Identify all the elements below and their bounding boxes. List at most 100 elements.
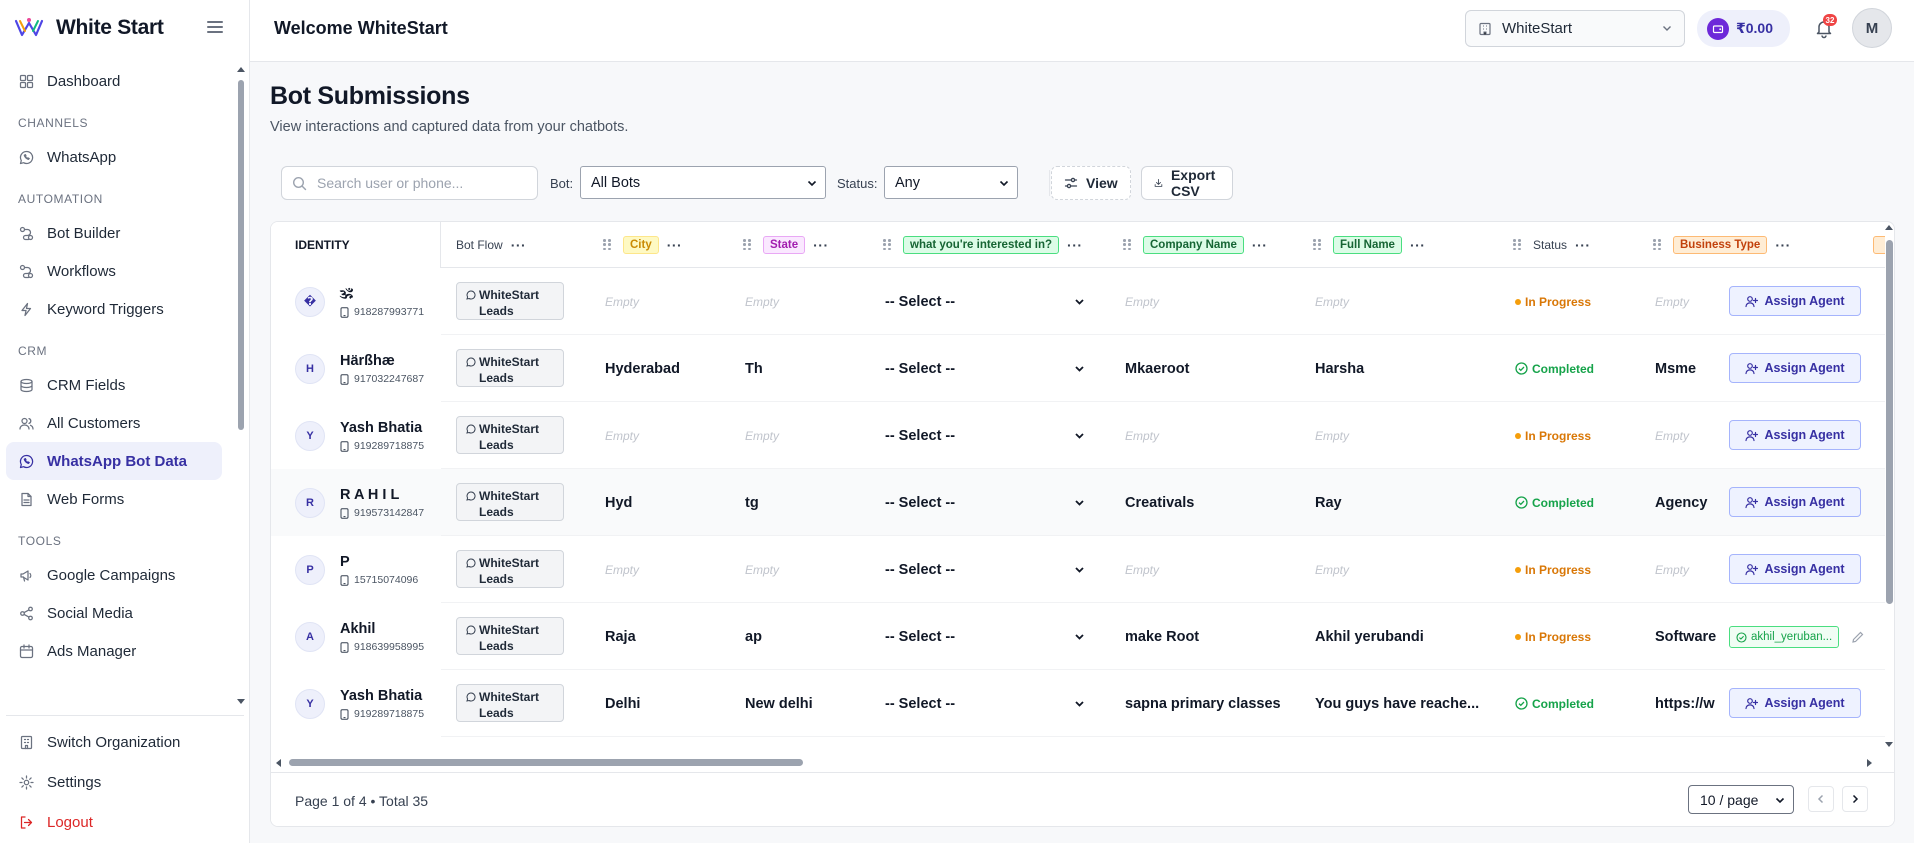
assigned-agent-chip[interactable]: akhil_yeruban... — [1729, 626, 1840, 648]
contact-phone: 917032247687 — [340, 373, 424, 385]
interest-select[interactable]: -- Select -- — [885, 268, 1085, 335]
assign-agent-button[interactable]: Assign Agent — [1729, 688, 1861, 718]
contact-phone: 918287993771 — [340, 306, 424, 318]
bot-flow-chip: WhiteStart Leads — [456, 282, 564, 320]
cell-business: Agency — [1655, 494, 1708, 511]
column-menu-icon[interactable]: ··· — [1575, 237, 1591, 253]
column-menu-icon[interactable]: ··· — [1409, 237, 1426, 253]
table-row[interactable]: A Akhil 918639958995 WhiteStart Leads Raja ap… — [271, 603, 1885, 670]
sidebar-item-switch-organization[interactable]: Switch Organization — [6, 722, 216, 762]
status-filter-select[interactable]: Any — [884, 166, 1018, 199]
column-menu-icon[interactable]: ··· — [510, 237, 527, 253]
sidebar-item-web-forms[interactable]: Web Forms — [6, 480, 222, 518]
column-header-city[interactable]: City ··· — [603, 222, 682, 268]
assign-agent-button[interactable]: Assign Agent — [1729, 353, 1861, 383]
next-page-button[interactable] — [1842, 786, 1868, 812]
empty-value: Empty — [605, 562, 640, 577]
database-icon — [20, 378, 33, 392]
column-header-overflow: . — [1873, 222, 1885, 268]
table-row[interactable]: P P 15715074096 WhiteStart Leads Empty Empty -… — [271, 536, 1885, 603]
submissions-table: IDENTITY Bot Flow ··· City ··· State ··· wh… — [270, 221, 1895, 827]
search-input[interactable] — [317, 175, 517, 191]
drag-handle-icon[interactable] — [1653, 239, 1661, 251]
cell-identity: R R A H I L 919573142847 — [271, 469, 441, 536]
sidebar-item-whatsapp[interactable]: WhatsApp — [6, 138, 222, 176]
sidebar-item-logout[interactable]: Logout — [6, 802, 216, 842]
page-size-select[interactable]: 10 / page — [1688, 785, 1794, 814]
interest-select[interactable]: -- Select -- — [885, 670, 1085, 737]
column-header-status[interactable]: Status ··· — [1513, 222, 1591, 268]
table-row[interactable]: Y Yash Bhatia 919289718875 WhiteStart Leads… — [271, 402, 1885, 469]
interest-select[interactable]: -- Select -- — [885, 603, 1085, 670]
view-button[interactable]: View — [1051, 166, 1131, 200]
assign-agent-button[interactable]: Assign Agent — [1729, 487, 1861, 517]
interest-select[interactable]: -- Select -- — [885, 536, 1085, 603]
drag-handle-icon[interactable] — [1313, 239, 1321, 251]
column-header-interest[interactable]: what you're interested in? ··· — [883, 222, 1083, 268]
column-menu-icon[interactable]: ··· — [1067, 237, 1083, 253]
row-avatar: Y — [295, 688, 325, 719]
column-header-full-name[interactable]: Full Name ··· — [1313, 222, 1425, 268]
header-title: Welcome WhiteStart — [274, 18, 448, 38]
sidebar-item-bot-builder[interactable]: Bot Builder — [6, 214, 222, 252]
sidebar-item-settings[interactable]: Settings — [6, 762, 216, 802]
brand-name: White Start — [56, 16, 164, 39]
drag-handle-icon[interactable] — [1513, 239, 1521, 251]
column-menu-icon[interactable]: ··· — [1775, 237, 1791, 253]
cell-city: Empty — [605, 402, 639, 469]
previous-page-button[interactable] — [1808, 786, 1834, 812]
megaphone-icon — [20, 569, 32, 582]
assign-agent-button[interactable]: Assign Agent — [1729, 554, 1861, 584]
column-header-bot-flow[interactable]: Bot Flow ··· — [456, 237, 527, 253]
drag-handle-icon[interactable] — [1123, 239, 1131, 251]
sidebar-item-crm-fields[interactable]: CRM Fields — [6, 366, 222, 404]
assign-agent-button[interactable]: Assign Agent — [1729, 420, 1861, 450]
column-header-state[interactable]: State ··· — [743, 222, 829, 268]
sidebar-scrollbar[interactable] — [236, 64, 246, 704]
table-row[interactable]: � 🕉 918287993771 WhiteStart Leads Empty Empty… — [271, 268, 1885, 335]
column-header-business-type[interactable]: Business Type ··· — [1653, 222, 1791, 268]
cell-identity: Y Yash Bhatia 919289718875 — [271, 402, 441, 469]
column-menu-icon[interactable]: ··· — [666, 237, 683, 253]
table-row[interactable]: H Härßhæ 917032247687 WhiteStart Leads Hyder… — [271, 335, 1885, 402]
sidebar-item-whatsapp-bot-data[interactable]: WhatsApp Bot Data — [6, 442, 222, 480]
cell-city: Hyderabad — [605, 360, 680, 377]
column-menu-icon[interactable]: ··· — [813, 237, 829, 253]
search-box[interactable] — [281, 166, 538, 200]
sidebar-item-google-campaigns[interactable]: Google Campaigns — [6, 556, 222, 594]
sidebar-item-all-customers[interactable]: All Customers — [6, 404, 222, 442]
brand[interactable]: White Start — [0, 0, 249, 56]
interest-select[interactable]: -- Select -- — [885, 469, 1085, 536]
sidebar-item-social-media[interactable]: Social Media — [6, 594, 222, 632]
cell-fullname: Akhil yerubandi — [1315, 628, 1424, 645]
menu-toggle-icon[interactable] — [207, 18, 223, 34]
table-row[interactable]: Y Yash Bhatia 919289718875 WhiteStart Leads… — [271, 670, 1885, 737]
interest-select[interactable]: -- Select -- — [885, 335, 1085, 402]
cell-fullname: Empty — [1315, 402, 1349, 469]
table-horizontal-scrollbar[interactable] — [271, 754, 1885, 768]
bot-flow-chip: WhiteStart Leads — [456, 684, 564, 722]
table-row[interactable]: R R A H I L 919573142847 WhiteStart Leads Hy… — [271, 469, 1885, 536]
bot-filter-select[interactable]: All Bots — [580, 166, 826, 199]
drag-handle-icon[interactable] — [743, 239, 751, 251]
export-csv-button[interactable]: Export CSV — [1141, 166, 1234, 200]
column-menu-icon[interactable]: ··· — [1251, 237, 1268, 253]
organization-select[interactable]: WhiteStart — [1465, 10, 1685, 47]
sidebar-item-dashboard[interactable]: Dashboard — [6, 62, 222, 100]
assign-agent-button[interactable]: Assign Agent — [1729, 286, 1861, 316]
sidebar-item-ads-manager[interactable]: Ads Manager — [6, 632, 222, 670]
drag-handle-icon[interactable] — [603, 239, 611, 251]
bot-flow-chip: WhiteStart Leads — [456, 617, 564, 655]
edit-agent-button[interactable] — [1851, 630, 1865, 644]
user-avatar[interactable]: M — [1852, 8, 1892, 48]
cell-company: Empty — [1125, 536, 1159, 603]
wallet-balance[interactable]: ₹0.00 — [1697, 10, 1790, 47]
table-vertical-scrollbar[interactable] — [1883, 222, 1894, 754]
drag-handle-icon[interactable] — [883, 239, 891, 251]
interest-select[interactable]: -- Select -- — [885, 402, 1085, 469]
sidebar-item-keyword-triggers[interactable]: Keyword Triggers — [6, 290, 222, 328]
column-header-company[interactable]: Company Name ··· — [1123, 222, 1267, 268]
bolt-icon — [21, 302, 32, 316]
sidebar-item-workflows[interactable]: Workflows — [6, 252, 222, 290]
